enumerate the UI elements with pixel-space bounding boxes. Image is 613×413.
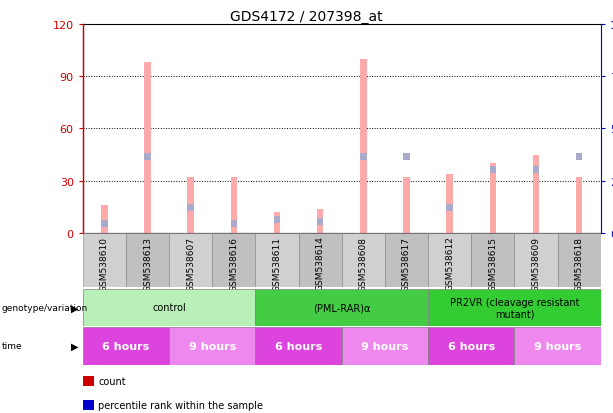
Bar bbox=[83, 328, 169, 365]
Bar bbox=[490, 166, 496, 173]
Bar bbox=[188, 178, 194, 233]
Bar bbox=[317, 219, 324, 225]
Bar bbox=[230, 178, 237, 233]
Bar bbox=[342, 328, 428, 365]
Bar bbox=[360, 59, 367, 233]
Text: GSM538607: GSM538607 bbox=[186, 236, 195, 291]
Text: GSM538611: GSM538611 bbox=[273, 236, 281, 291]
Text: GSM538617: GSM538617 bbox=[402, 236, 411, 291]
Bar bbox=[101, 221, 107, 228]
Text: 6 hours: 6 hours bbox=[275, 341, 322, 351]
Bar bbox=[169, 328, 256, 365]
Text: 6 hours: 6 hours bbox=[102, 341, 150, 351]
Text: 9 hours: 9 hours bbox=[534, 341, 581, 351]
Bar bbox=[576, 154, 582, 161]
Text: count: count bbox=[98, 376, 126, 386]
Bar bbox=[514, 328, 601, 365]
Bar bbox=[403, 154, 409, 161]
Bar bbox=[101, 206, 107, 233]
Bar bbox=[514, 233, 558, 287]
Text: GSM538608: GSM538608 bbox=[359, 236, 368, 291]
Bar bbox=[230, 221, 237, 228]
Bar bbox=[385, 233, 428, 287]
Bar bbox=[446, 174, 453, 233]
Text: PR2VR (cleavage resistant
mutant): PR2VR (cleavage resistant mutant) bbox=[450, 297, 579, 318]
Text: genotype/variation: genotype/variation bbox=[1, 303, 88, 312]
Bar bbox=[256, 289, 428, 326]
Bar bbox=[428, 233, 471, 287]
Bar bbox=[403, 178, 409, 233]
Text: GDS4172 / 207398_at: GDS4172 / 207398_at bbox=[230, 10, 383, 24]
Bar bbox=[188, 204, 194, 211]
Text: GSM538616: GSM538616 bbox=[229, 236, 238, 291]
Text: GSM538610: GSM538610 bbox=[100, 236, 109, 291]
Bar bbox=[144, 63, 151, 233]
Bar bbox=[299, 233, 342, 287]
Bar bbox=[576, 178, 582, 233]
Text: GSM538618: GSM538618 bbox=[574, 236, 584, 291]
Text: GSM538609: GSM538609 bbox=[531, 236, 541, 291]
Bar bbox=[428, 289, 601, 326]
Text: percentile rank within the sample: percentile rank within the sample bbox=[98, 400, 263, 410]
Text: ▶: ▶ bbox=[71, 303, 78, 313]
Bar bbox=[169, 233, 212, 287]
Text: GSM538614: GSM538614 bbox=[316, 236, 325, 291]
Bar bbox=[274, 212, 280, 233]
Bar bbox=[533, 155, 539, 233]
Bar bbox=[446, 204, 453, 211]
Bar bbox=[144, 154, 151, 161]
Text: GSM538615: GSM538615 bbox=[489, 236, 497, 291]
Text: 9 hours: 9 hours bbox=[361, 341, 408, 351]
Bar bbox=[533, 166, 539, 173]
Text: (PML-RAR)α: (PML-RAR)α bbox=[313, 303, 370, 313]
Bar bbox=[490, 164, 496, 233]
Bar bbox=[256, 233, 299, 287]
Bar bbox=[317, 209, 324, 233]
Bar bbox=[83, 233, 126, 287]
Text: time: time bbox=[1, 342, 22, 351]
Text: ▶: ▶ bbox=[71, 341, 78, 351]
Bar bbox=[274, 217, 280, 223]
Text: control: control bbox=[152, 303, 186, 313]
Bar bbox=[428, 328, 514, 365]
Bar bbox=[256, 328, 342, 365]
Bar bbox=[360, 154, 367, 161]
Text: GSM538613: GSM538613 bbox=[143, 236, 152, 291]
Bar bbox=[342, 233, 385, 287]
Bar bbox=[212, 233, 256, 287]
Text: 9 hours: 9 hours bbox=[189, 341, 236, 351]
Bar bbox=[126, 233, 169, 287]
Text: GSM538612: GSM538612 bbox=[445, 236, 454, 291]
Bar bbox=[471, 233, 514, 287]
Text: 6 hours: 6 hours bbox=[447, 341, 495, 351]
Bar bbox=[558, 233, 601, 287]
Bar bbox=[83, 289, 256, 326]
